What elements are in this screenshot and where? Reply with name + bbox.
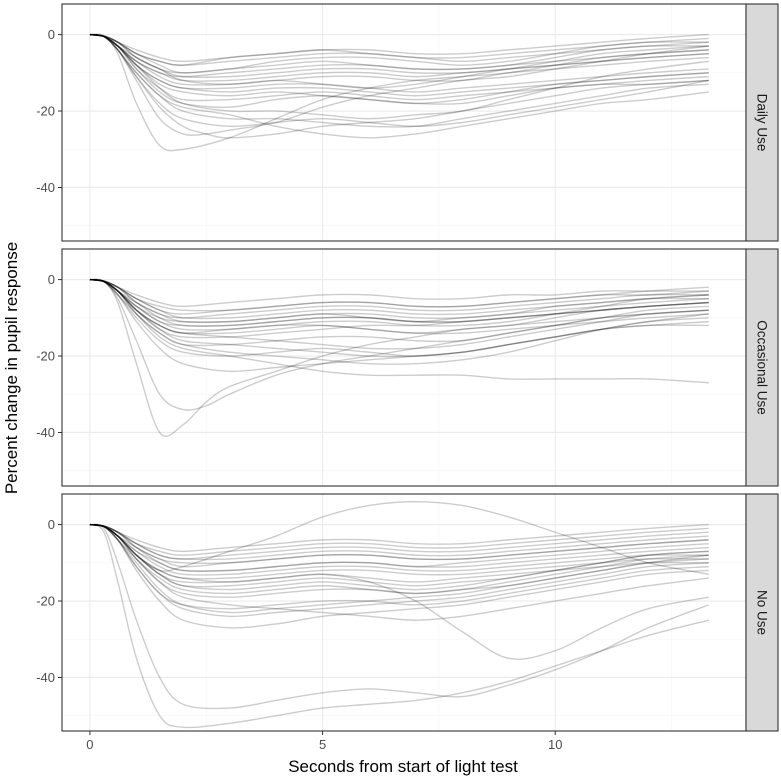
y-tick-label: 0 bbox=[48, 517, 55, 532]
series-line bbox=[89, 278, 709, 324]
series-line bbox=[89, 278, 709, 384]
series-line bbox=[89, 523, 710, 710]
series-line bbox=[89, 278, 709, 312]
series-line bbox=[89, 278, 709, 357]
series-line bbox=[89, 33, 709, 102]
facet-strip-label: Daily Use bbox=[755, 94, 770, 152]
facet-strip-label: Occasional Use bbox=[755, 320, 770, 415]
series-line bbox=[89, 278, 709, 331]
facet-panel-1: 0 -20 -40 Occasional Use bbox=[36, 248, 779, 487]
x-tick-label: 10 bbox=[548, 737, 562, 752]
series-line bbox=[89, 278, 709, 327]
facet-panel-0: 0 -20 -40 Daily Use bbox=[36, 3, 779, 242]
series-line bbox=[89, 278, 709, 335]
y-tick-label: -40 bbox=[36, 670, 55, 685]
series-line bbox=[89, 523, 709, 580]
series-line bbox=[89, 278, 709, 319]
series-line bbox=[89, 33, 709, 74]
series-line bbox=[89, 33, 709, 128]
series-line bbox=[89, 523, 709, 560]
facet-strip bbox=[745, 493, 779, 732]
series-line bbox=[89, 33, 709, 139]
series-line bbox=[89, 278, 709, 347]
series-line bbox=[89, 523, 709, 553]
series-line bbox=[89, 523, 709, 576]
series-line bbox=[89, 523, 709, 556]
series-line bbox=[89, 523, 709, 564]
series-line bbox=[89, 523, 709, 591]
series-line bbox=[89, 523, 709, 588]
series-line bbox=[89, 523, 709, 583]
facet-strip bbox=[745, 3, 779, 242]
series-line bbox=[89, 33, 709, 66]
series-line bbox=[89, 278, 709, 358]
series-line bbox=[89, 523, 709, 629]
facet-panel-2: 0 -20 -40 No Use 0 5 10 bbox=[36, 493, 779, 752]
y-tick-label: 0 bbox=[48, 27, 55, 42]
y-tick-label: -20 bbox=[36, 594, 55, 609]
series-line bbox=[89, 278, 709, 320]
series-line bbox=[89, 33, 709, 74]
series-line bbox=[89, 33, 709, 82]
y-tick-label: -20 bbox=[36, 104, 55, 119]
series-line bbox=[89, 33, 709, 86]
series-line bbox=[89, 278, 709, 411]
series-line bbox=[89, 33, 709, 139]
series-line bbox=[89, 278, 709, 365]
series-line bbox=[89, 500, 709, 575]
series-line bbox=[89, 523, 709, 572]
series-line bbox=[89, 33, 709, 66]
series-line bbox=[89, 33, 709, 152]
panels-layer: 0 -20 -40 Daily Use 0 -20 -40 Occasional Use 0 -2… bbox=[36, 3, 779, 752]
x-tick-label: 5 bbox=[319, 737, 326, 752]
series-line bbox=[89, 523, 709, 598]
series-line bbox=[89, 33, 709, 93]
x-axis-title: Seconds from start of light test bbox=[288, 757, 518, 776]
series-line bbox=[89, 33, 709, 78]
series-line bbox=[89, 278, 709, 350]
series-line bbox=[89, 33, 709, 109]
panel-background bbox=[62, 494, 746, 731]
series-line bbox=[89, 33, 709, 120]
series-line bbox=[89, 33, 709, 97]
facet-strip-label: No Use bbox=[755, 590, 770, 635]
y-tick-label: 0 bbox=[48, 272, 55, 287]
series-line bbox=[89, 523, 709, 595]
y-tick-label: -40 bbox=[36, 180, 55, 195]
series-line bbox=[89, 33, 709, 79]
series-line bbox=[89, 523, 709, 618]
series-line bbox=[89, 33, 709, 105]
series-line bbox=[89, 278, 709, 308]
panel-background bbox=[62, 4, 746, 241]
series-line bbox=[89, 523, 709, 621]
series-line bbox=[89, 278, 709, 373]
series-line bbox=[89, 523, 709, 610]
series-line bbox=[89, 278, 709, 437]
x-tick-label: 0 bbox=[86, 737, 93, 752]
series-line bbox=[89, 278, 709, 339]
series-line bbox=[89, 523, 709, 568]
series-line bbox=[89, 278, 709, 334]
series-line bbox=[89, 33, 709, 89]
y-tick-label: -40 bbox=[36, 425, 55, 440]
series-line bbox=[89, 33, 709, 136]
series-line bbox=[89, 33, 709, 63]
series-line bbox=[89, 523, 709, 561]
series-line bbox=[89, 523, 709, 660]
y-axis-title: Percent change in pupil response bbox=[2, 242, 21, 494]
series-line bbox=[89, 523, 709, 729]
y-tick-label: -20 bbox=[36, 349, 55, 364]
series-line bbox=[89, 523, 709, 614]
series-line bbox=[89, 523, 709, 572]
series-line bbox=[89, 278, 709, 327]
series-line bbox=[89, 278, 709, 323]
series-line bbox=[89, 33, 709, 128]
series-line bbox=[89, 278, 709, 315]
facet-strip bbox=[745, 248, 779, 487]
panel-background bbox=[62, 249, 746, 486]
